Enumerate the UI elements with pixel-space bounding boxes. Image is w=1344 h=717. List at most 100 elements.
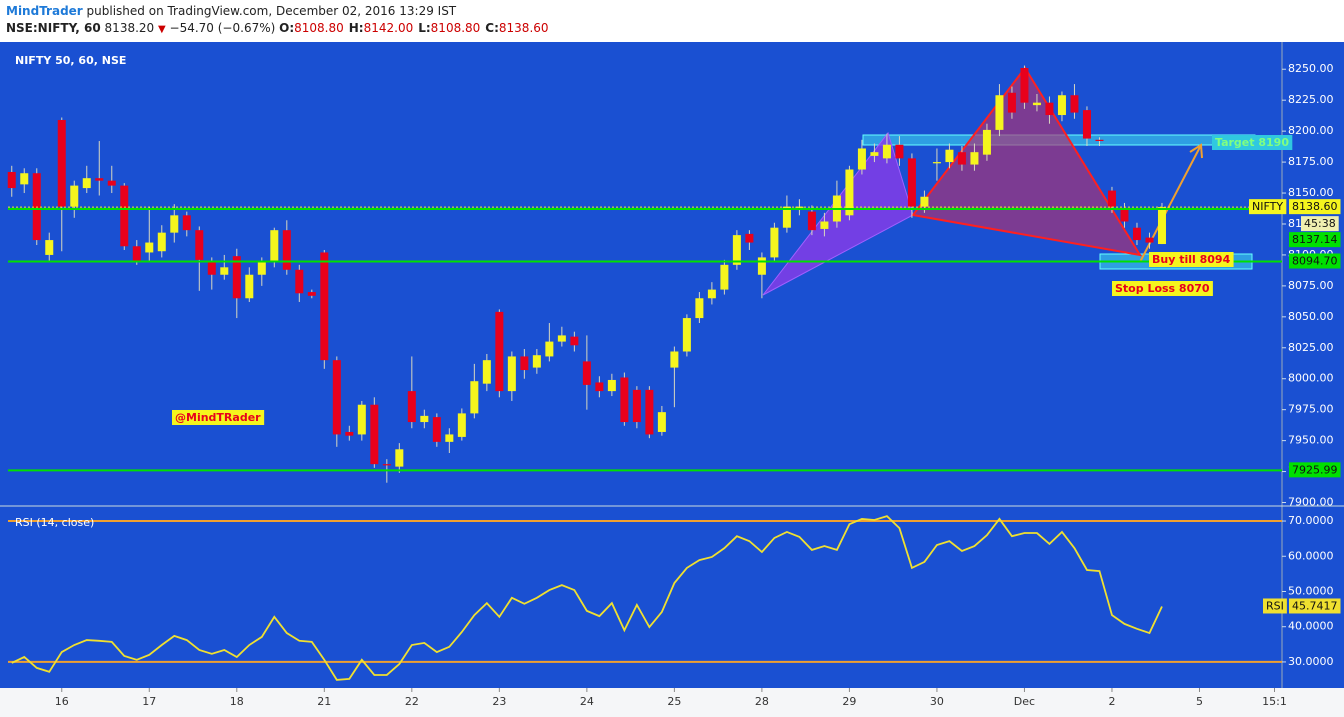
label-bg (1112, 281, 1213, 296)
candle-body (845, 169, 854, 216)
y-tick-label: 8200.00 (1288, 124, 1334, 137)
label-bg (1289, 253, 1341, 269)
candle-body (57, 119, 66, 207)
x-tick-label: 2 (1108, 695, 1115, 708)
candle-body (157, 232, 166, 252)
rsi-title: RSI (14, close) (15, 516, 94, 529)
y-tick-label: 8025.00 (1288, 341, 1334, 354)
candle-body (120, 185, 129, 247)
label-bg (1301, 216, 1339, 232)
candle-body (132, 246, 141, 263)
candle-body (170, 215, 179, 233)
annotations: NIFTY 50, 60, NSE RSI (14, close) @MindT… (15, 54, 1293, 529)
candle-body (257, 262, 266, 275)
candle-body (970, 152, 979, 165)
candle-body (632, 389, 641, 423)
candle-body (945, 149, 954, 163)
candle-body (370, 404, 379, 465)
x-tick-label: 23 (492, 695, 506, 708)
candle-body (645, 389, 654, 435)
c-label: C: (485, 21, 499, 35)
x-tick-label: 25 (667, 695, 681, 708)
candle-body (732, 235, 741, 265)
x-tick-label: 30 (930, 695, 944, 708)
x-tick-label: 17 (142, 695, 156, 708)
y-tick-label: 40.0000 (1288, 620, 1334, 633)
last-price-name: NIFTY (1252, 200, 1283, 213)
y-tick-label: 8050.00 (1288, 310, 1334, 323)
candle-body (295, 269, 304, 294)
candle-body (820, 221, 829, 229)
candle-body (770, 227, 779, 258)
candle-body (432, 417, 441, 442)
candle-body (382, 464, 391, 466)
candle-body (395, 449, 404, 467)
candle-body (195, 230, 204, 260)
candle-body (995, 95, 1004, 130)
author: MindTrader (6, 4, 83, 18)
candle-body (670, 351, 679, 368)
l-value: 8108.80 (430, 21, 481, 35)
candle-body (357, 404, 366, 435)
level-label: 8094.70 (1292, 254, 1338, 267)
x-tick-label: 22 (405, 695, 419, 708)
label-bg (1149, 252, 1234, 267)
x-tick-label: 5 (1196, 695, 1203, 708)
y-tick-label: 8000.00 (1288, 372, 1334, 385)
y-tick-label: 8075.00 (1288, 279, 1334, 292)
candle-body (1070, 95, 1079, 113)
buy-label: Buy till 8094 (1152, 253, 1231, 266)
candle-body (882, 144, 891, 159)
candle-body (507, 356, 516, 392)
x-tick-label: Dec (1014, 695, 1035, 708)
x-tick-label: 16 (55, 695, 69, 708)
symbol: NSE:NIFTY, 60 (6, 21, 101, 35)
candle-body (107, 180, 116, 186)
last: 8138.20 (104, 21, 155, 35)
candle-body (595, 382, 604, 392)
candle-body (220, 267, 229, 275)
x-tick-label: 18 (230, 695, 244, 708)
candle-body (332, 360, 341, 435)
candle-body (920, 196, 929, 207)
candle-body (745, 233, 754, 243)
label-bg (1289, 199, 1341, 215)
o-value: 8108.80 (294, 21, 344, 35)
label-bg (1263, 598, 1287, 614)
candle-body (982, 129, 991, 155)
candle-body (320, 252, 329, 361)
y-tick-label: 8150.00 (1288, 186, 1334, 199)
candle-body (245, 274, 254, 299)
countdown: 45:38 (1304, 217, 1336, 230)
candle-body (457, 413, 466, 437)
y-tick-label: 7950.00 (1288, 434, 1334, 447)
y-tick-label: 60.0000 (1288, 549, 1334, 562)
h-label: H: (348, 21, 364, 35)
label-bg (1289, 462, 1341, 478)
candle-body (407, 391, 416, 423)
candle-body (345, 431, 354, 436)
y-tick-label: 8250.00 (1288, 62, 1334, 75)
down-arrow: ▼ (158, 24, 166, 35)
candle-body (582, 361, 591, 385)
y-tick-label: 8175.00 (1288, 155, 1334, 168)
candle-body (532, 355, 541, 368)
candle-body (695, 298, 704, 319)
published: published on TradingView.com, December 0… (86, 4, 457, 18)
candle-body (657, 412, 666, 432)
candle-body (470, 381, 479, 414)
c-value: 8138.60 (498, 21, 549, 35)
candle-body (857, 148, 866, 170)
candle-body (445, 434, 454, 442)
marks: 7900.007925.007950.007975.008000.008025.… (7, 62, 1341, 708)
y-tick-label: 70.0000 (1288, 514, 1334, 527)
h-value: 8142.00 (363, 21, 414, 35)
candle-body (1120, 207, 1129, 222)
projection-arrow (1139, 146, 1201, 263)
candle-body (145, 242, 154, 253)
label-bg (1249, 199, 1287, 215)
candle-body (932, 162, 941, 164)
target-label: Target 8190 (1215, 136, 1289, 149)
candle-body (232, 256, 241, 299)
candle-body (957, 152, 966, 165)
